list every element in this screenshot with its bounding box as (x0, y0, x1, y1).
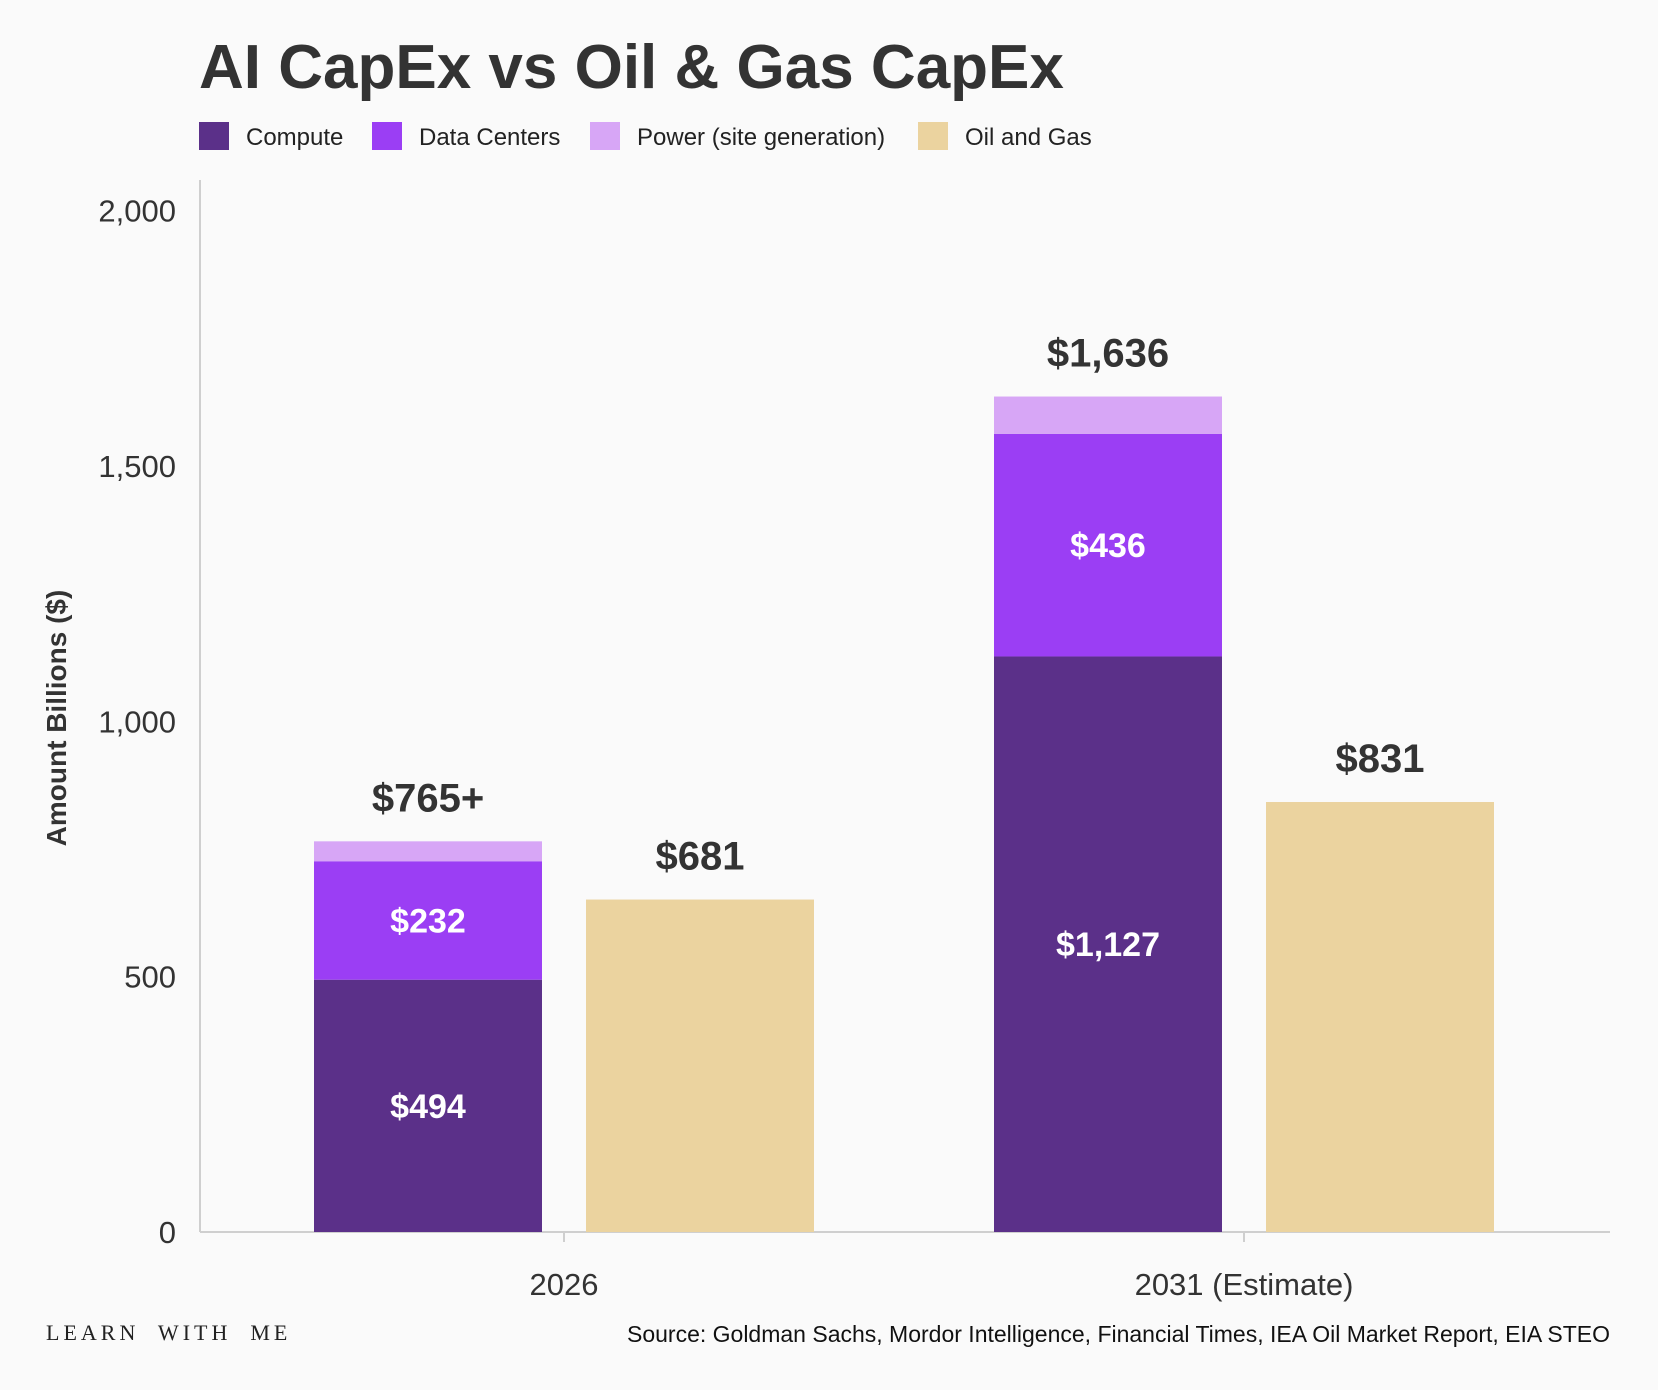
bar-value-label: $436 (1070, 527, 1146, 565)
bar-power-site-generation (994, 396, 1222, 434)
legend: Compute Data Centers Power (site generatio… (199, 122, 1092, 151)
bar-compute (994, 656, 1222, 1232)
bar-oil-and-gas (1266, 802, 1494, 1232)
legend-swatch-2 (372, 122, 402, 150)
legend-label-3: Power (site generation) (637, 124, 885, 151)
x-tick-label: 2031 (Estimate) (1135, 1267, 1354, 1302)
legend-label-1: Compute (246, 124, 343, 151)
legend-label-2: Data Centers (419, 124, 560, 151)
legend-swatch-1 (199, 122, 229, 150)
bar-power-site-generation (314, 841, 542, 862)
bar-oil-and-gas (586, 899, 814, 1232)
y-axis-label: Amount Billions ($) (41, 590, 72, 847)
bar-data-centers (994, 433, 1222, 657)
bar-total-label: $681 (656, 835, 745, 879)
bar-total-label: $1,636 (1047, 332, 1169, 376)
brand-logo: LEARN WITH ME (46, 1320, 292, 1345)
bar-value-label: $494 (390, 1088, 466, 1126)
legend-label-4: Oil and Gas (965, 124, 1092, 151)
y-tick-label: 2,000 (98, 194, 176, 229)
legend-swatch-4 (918, 122, 948, 150)
legend-swatch-3 (590, 122, 620, 150)
y-tick-label: 1,500 (98, 449, 176, 484)
source-note: Source: Goldman Sachs, Mordor Intelligen… (626, 1321, 1610, 1347)
x-tick-label: 2026 (530, 1267, 599, 1302)
bar-compute (314, 979, 542, 1232)
bar-total-label: $765+ (372, 776, 484, 820)
chart-title: AI CapEx vs Oil & Gas CapEx (199, 33, 1064, 102)
y-tick-label: 500 (124, 960, 176, 995)
axes: 0 500 1,000 1,500 2,000 2026 2031 (Estimate) (98, 180, 1610, 1302)
bar-value-label: $1,127 (1056, 926, 1160, 964)
bar-value-label: $232 (390, 902, 466, 940)
y-tick-label: 0 (159, 1215, 176, 1250)
bar-data-centers (314, 861, 542, 980)
bar-total-label: $831 (1336, 737, 1425, 781)
data-labels: $494 $232 $765+ $681 $1,127 $436 $1,636 $831 (372, 332, 1425, 1126)
bars (314, 396, 1494, 1232)
y-tick-label: 1,000 (98, 704, 176, 739)
